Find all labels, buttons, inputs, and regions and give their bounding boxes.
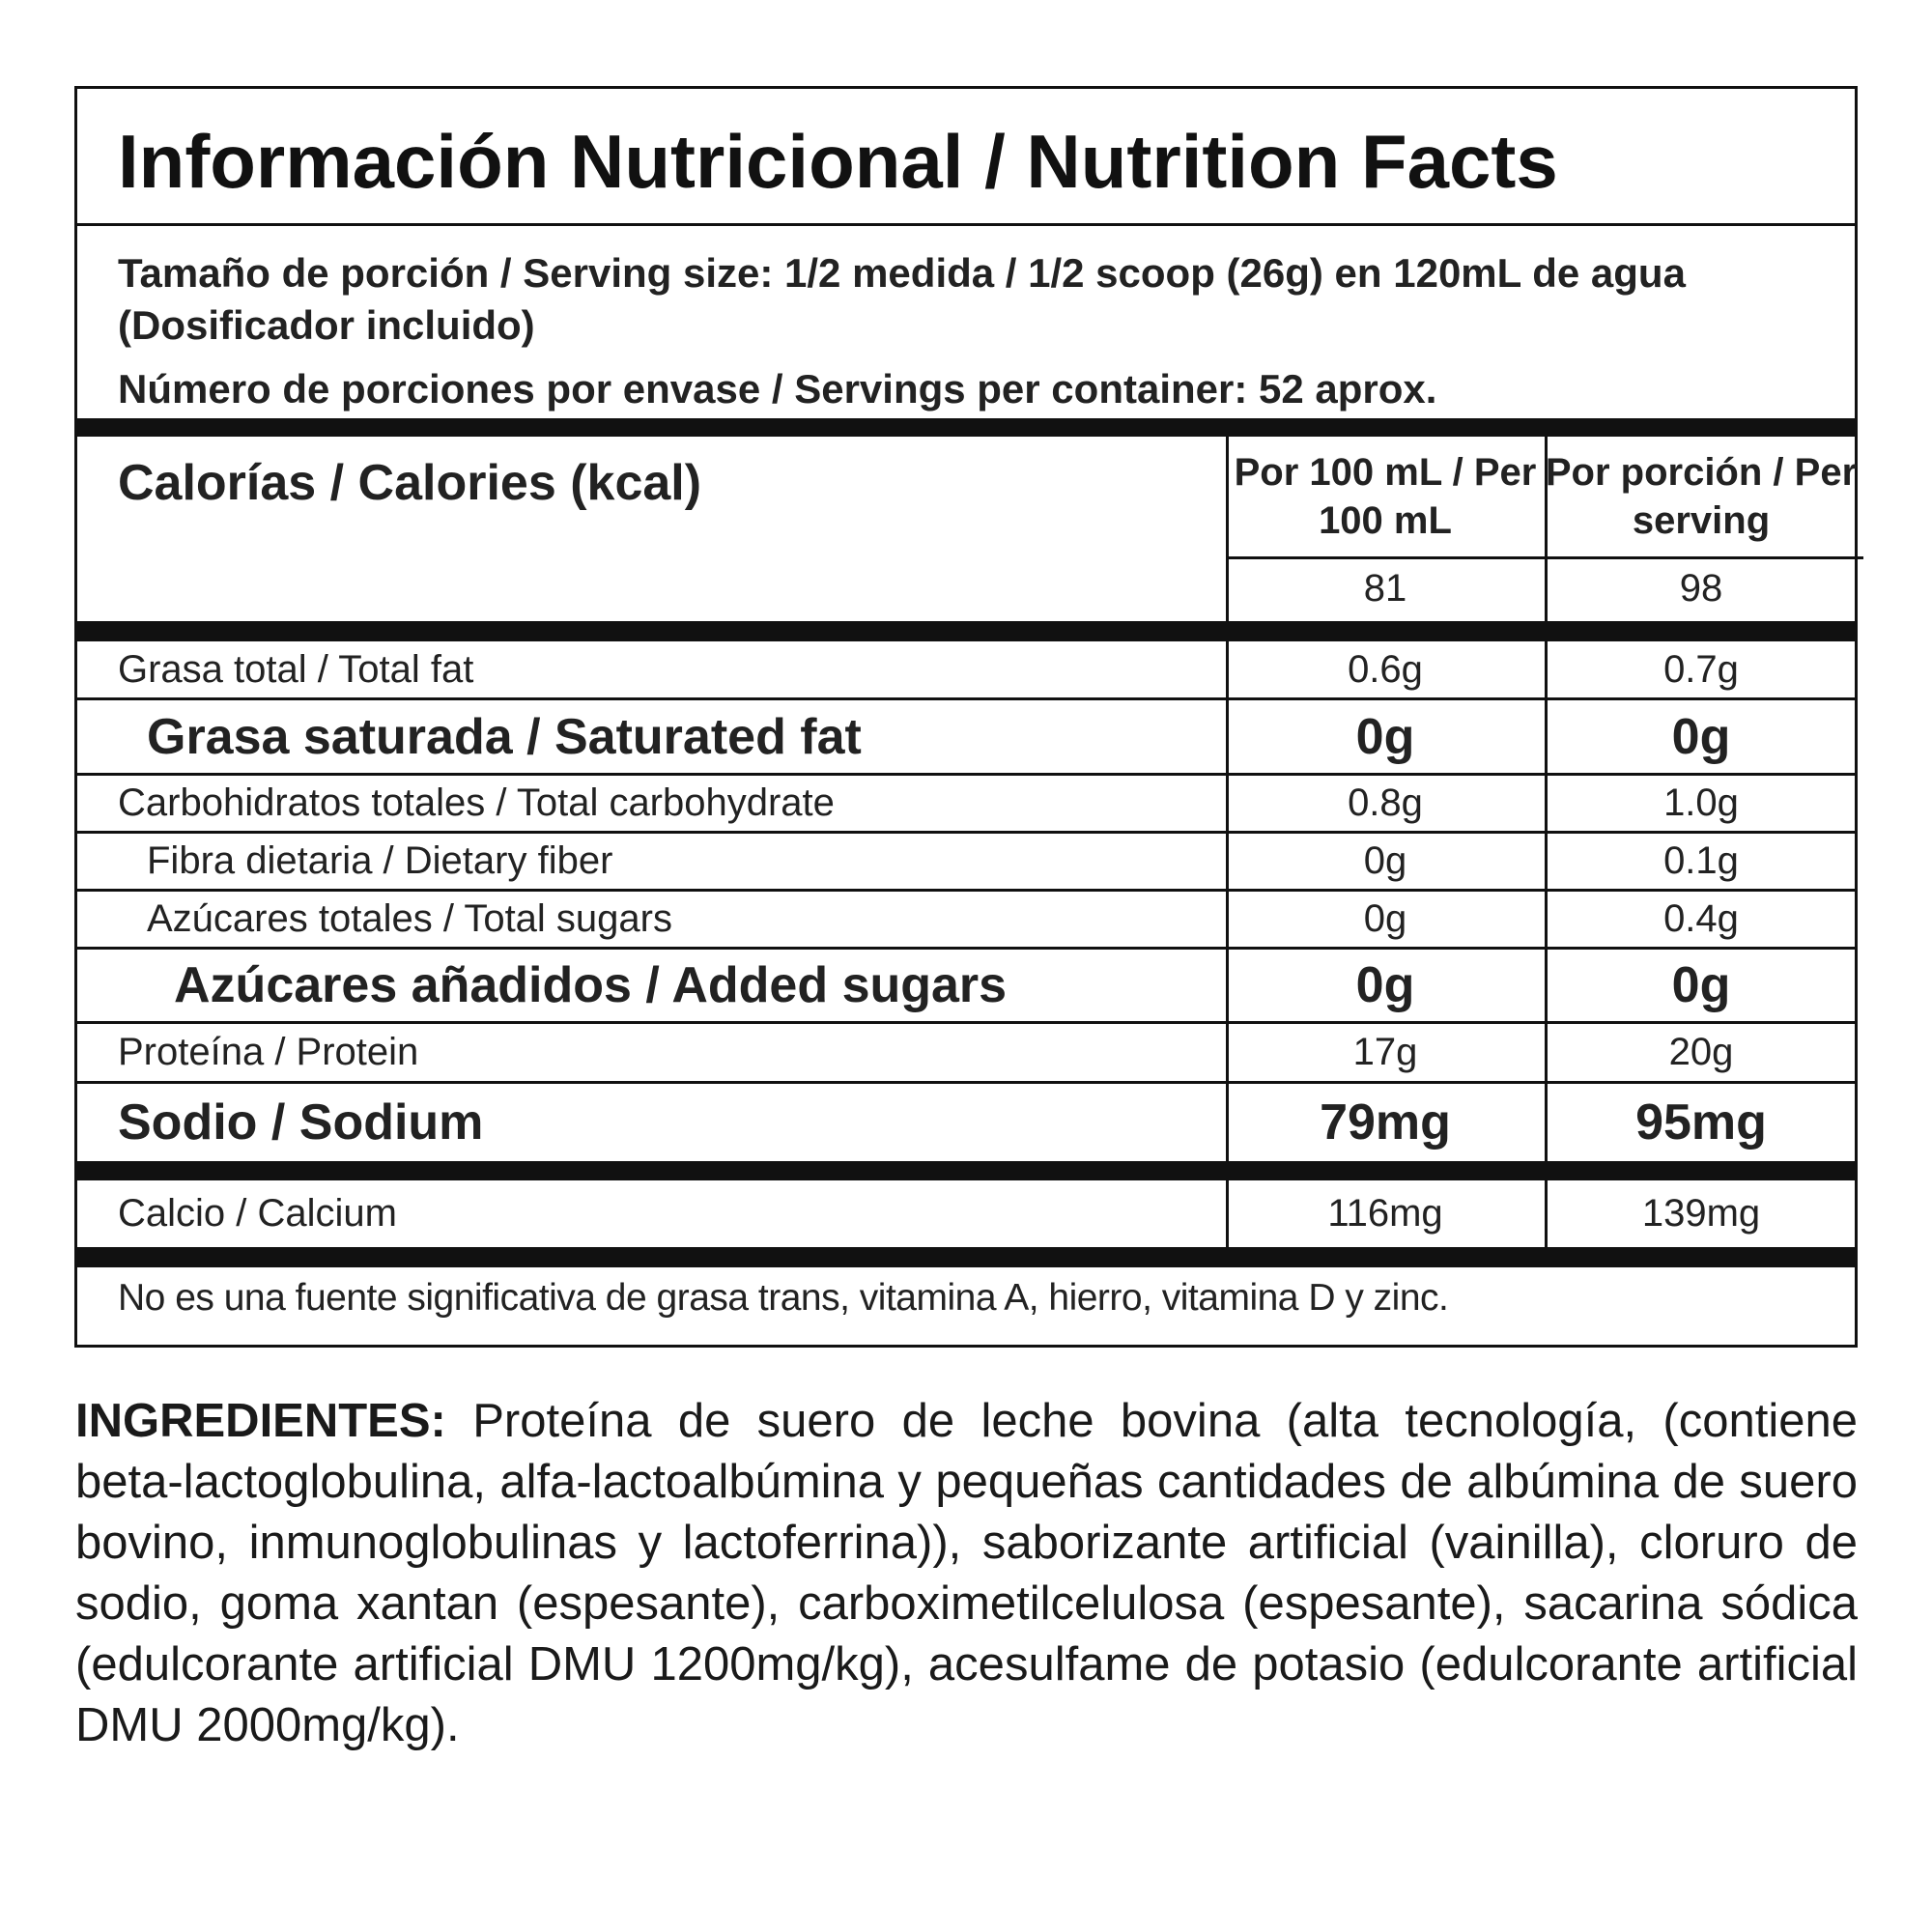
column-divider <box>1226 641 1229 697</box>
servings-per-container: Número de porciones por envase / Serving… <box>118 366 1437 412</box>
ingredients-label: INGREDIENTES: <box>75 1395 446 1447</box>
calories-section: Calorías / Calories (kcal) Por 100 mL / … <box>77 437 1863 621</box>
mineral-per-serving: 139mg <box>1641 1192 1761 1235</box>
column-divider <box>1226 1084 1229 1161</box>
nutrient-name: Fibra dietaria / Dietary fiber <box>147 839 613 882</box>
nutrition-facts-table: Información Nutricional / Nutrition Fact… <box>74 86 1863 1348</box>
nutrient-name: Grasa saturada / Saturated fat <box>147 708 862 765</box>
column-divider <box>1226 892 1229 947</box>
nutrient-row: Fibra dietaria / Dietary fiber 0g 0.1g <box>77 834 1855 892</box>
thick-divider <box>77 1161 1855 1180</box>
column-divider <box>1226 1180 1229 1247</box>
nutrient-per-100ml: 0g <box>1363 897 1407 940</box>
column-divider <box>1226 700 1229 773</box>
nutrient-row: Azúcares totales / Total sugars 0g 0.4g <box>77 892 1855 950</box>
nutrient-name: Sodio / Sodium <box>118 1094 484 1151</box>
thick-divider <box>77 1247 1855 1267</box>
column-header-per-100ml: Por 100 mL / Per 100 mL <box>1234 451 1537 542</box>
nutrient-name: Azúcares añadidos / Added sugars <box>174 957 1008 1013</box>
nutrient-row: Carbohidratos totales / Total carbohydra… <box>77 776 1855 834</box>
nutrient-per-100ml: 79mg <box>1320 1094 1451 1151</box>
calories-per-serving: 98 <box>1679 567 1723 610</box>
mineral-name: Calcio / Calcium <box>118 1192 397 1235</box>
footnote: No es una fuente significativa de grasa … <box>118 1277 1449 1319</box>
nutrient-per-100ml: 0.6g <box>1348 647 1423 691</box>
header-divider <box>1226 556 1863 559</box>
nutrient-row: Grasa total / Total fat 0.6g 0.7g <box>77 641 1855 700</box>
mineral-row: Calcio / Calcium 116mg 139mg <box>77 1180 1855 1247</box>
calories-label: Calorías / Calories (kcal) <box>118 455 702 511</box>
column-divider <box>1545 700 1548 773</box>
nutrient-per-serving: 1.0g <box>1663 781 1739 824</box>
nutrient-per-serving: 0.7g <box>1663 647 1739 691</box>
column-divider <box>1545 1180 1548 1247</box>
nutrient-row: Proteína / Protein 17g 20g <box>77 1024 1855 1084</box>
column-header-per-serving: Por porción / Per serving <box>1545 451 1858 542</box>
nutrient-name: Azúcares totales / Total sugars <box>147 897 672 940</box>
nutrient-per-100ml: 0g <box>1355 957 1415 1013</box>
nutrient-per-serving: 0.1g <box>1663 839 1739 882</box>
serving-size: Tamaño de porción / Serving size: 1/2 me… <box>118 250 1686 348</box>
column-divider <box>1545 1084 1548 1161</box>
column-divider <box>1226 834 1229 889</box>
nutrient-per-serving: 0g <box>1671 957 1731 1013</box>
nutrient-name: Carbohidratos totales / Total carbohydra… <box>118 781 835 824</box>
column-divider <box>1545 834 1548 889</box>
nutrient-per-100ml: 17g <box>1352 1031 1418 1073</box>
ingredients-paragraph: INGREDIENTES: Proteína de suero de leche… <box>75 1391 1858 1756</box>
nutrient-per-serving: 0g <box>1671 708 1731 765</box>
column-divider <box>1226 776 1229 831</box>
nutrient-row: Grasa saturada / Saturated fat 0g 0g <box>77 700 1855 776</box>
column-divider <box>1545 437 1548 621</box>
calories-per-100ml: 81 <box>1363 567 1407 610</box>
nutrient-name: Proteína / Protein <box>118 1031 419 1073</box>
nutrient-per-serving: 0.4g <box>1663 897 1739 940</box>
nutrient-per-100ml: 0g <box>1363 839 1407 882</box>
nutrient-per-100ml: 0.8g <box>1348 781 1423 824</box>
ingredients-text: Proteína de suero de leche bovina (alta … <box>75 1395 1858 1751</box>
serving-info: Tamaño de porción / Serving size: 1/2 me… <box>77 226 1855 418</box>
nutrient-row: Azúcares añadidos / Added sugars 0g 0g <box>77 950 1855 1024</box>
column-divider <box>1545 892 1548 947</box>
column-divider <box>1545 776 1548 831</box>
table-title: Información Nutricional / Nutrition Fact… <box>77 89 1855 226</box>
column-divider <box>1226 437 1229 621</box>
nutrient-per-serving: 20g <box>1668 1031 1734 1073</box>
column-divider <box>1226 950 1229 1021</box>
nutrient-per-100ml: 0g <box>1355 708 1415 765</box>
nutrient-per-serving: 95mg <box>1635 1094 1767 1151</box>
column-divider <box>1545 950 1548 1021</box>
column-divider <box>1226 1024 1229 1081</box>
column-divider <box>1545 1024 1548 1081</box>
column-divider <box>1545 641 1548 697</box>
thick-divider <box>77 621 1855 641</box>
mineral-per-100ml: 116mg <box>1327 1192 1443 1235</box>
thick-divider <box>77 418 1855 437</box>
nutrient-row: Sodio / Sodium 79mg 95mg <box>77 1084 1855 1161</box>
nutrient-name: Grasa total / Total fat <box>118 647 474 691</box>
